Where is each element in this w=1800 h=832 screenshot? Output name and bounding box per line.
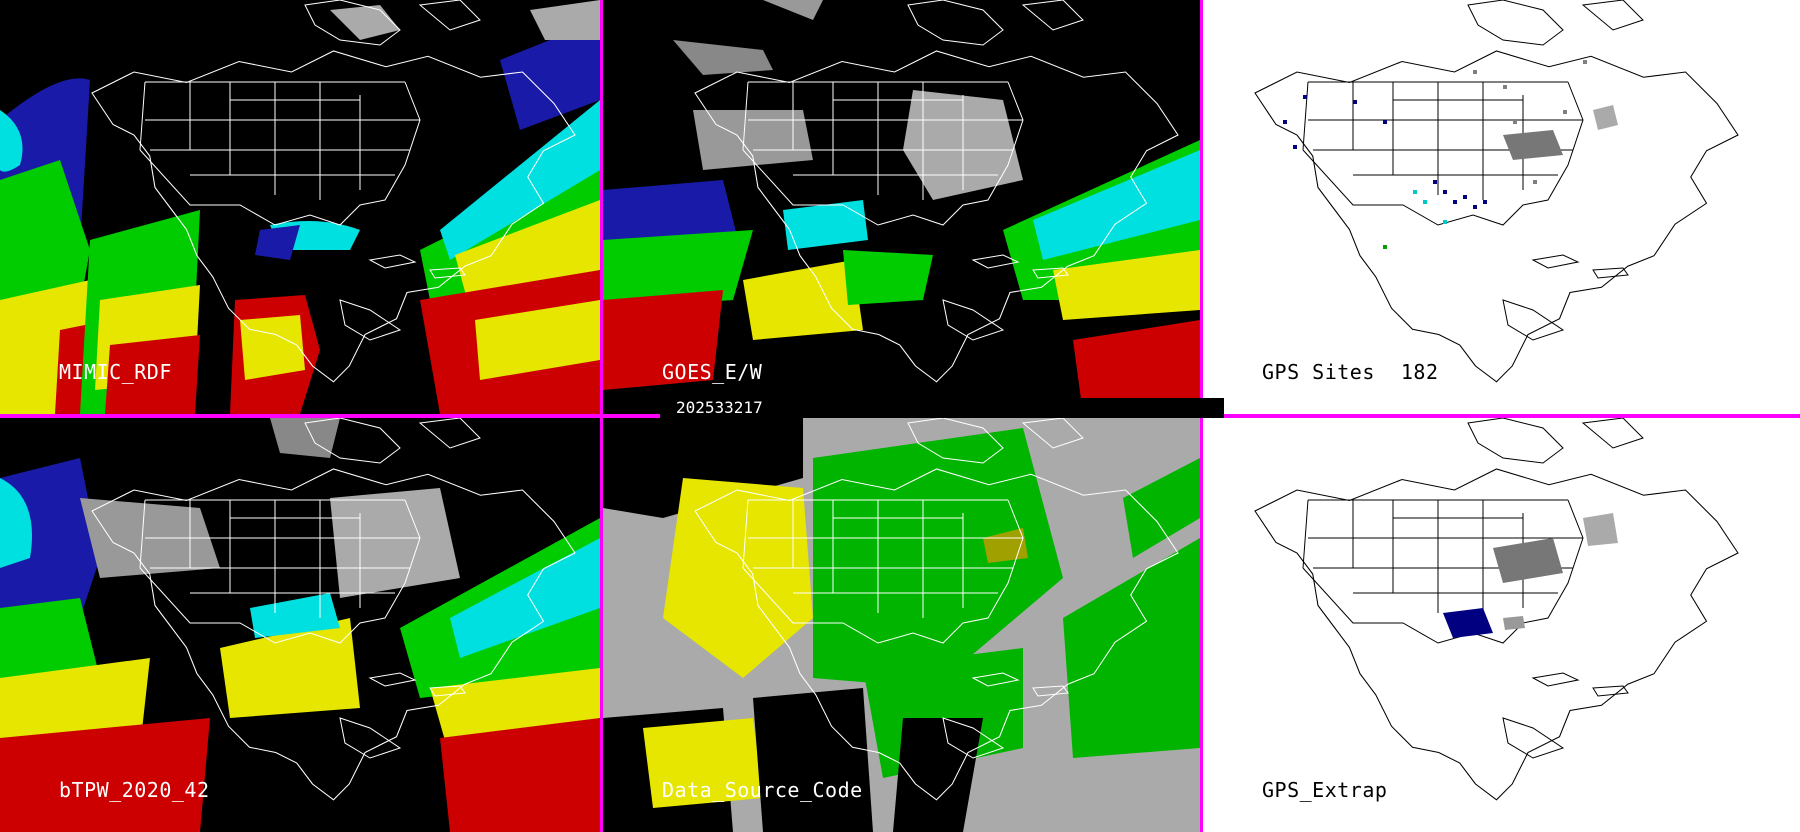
timestamp-bar: 202533217 bbox=[660, 398, 1224, 418]
panel-gps-sites: GPS Sites 182 bbox=[1203, 0, 1800, 414]
gps-site-count: 182 bbox=[1400, 360, 1439, 384]
panel-label-mimic: MIMIC_RDF bbox=[59, 360, 172, 384]
extrap-area-northeast bbox=[1583, 513, 1618, 546]
panel-gps-extrap: GPS_Extrap bbox=[1203, 418, 1800, 832]
panel-source: Data_Source_Code bbox=[603, 418, 1200, 832]
panel-label-gps-extrap: GPS_Extrap bbox=[1262, 778, 1388, 802]
panel-btpw: bTPW_2020_42 bbox=[0, 418, 600, 832]
panel-label-source: Data_Source_Code bbox=[662, 778, 863, 802]
btpw-map bbox=[0, 418, 600, 832]
panel-label-gps-sites: GPS Sites 182 bbox=[1262, 360, 1439, 384]
mimic-map bbox=[0, 0, 600, 414]
panel-label-btpw: bTPW_2020_42 bbox=[59, 778, 210, 802]
panel-mimic: MIMIC_RDF bbox=[0, 0, 600, 414]
gps-sites-label: GPS Sites bbox=[1262, 360, 1375, 384]
divider-vertical-left bbox=[600, 0, 603, 832]
gps-site-markers bbox=[1283, 60, 1618, 249]
divider-vertical-right-bottom bbox=[1200, 418, 1203, 832]
goes-map bbox=[603, 0, 1200, 414]
source-map bbox=[603, 418, 1200, 832]
panel-goes: GOES_E/W bbox=[603, 0, 1200, 414]
gps-sites-map bbox=[1254, 0, 1739, 383]
extrap-area-midwest bbox=[1493, 538, 1563, 583]
extrap-area-gulf bbox=[1443, 608, 1493, 638]
gps-extrap-map bbox=[1254, 418, 1739, 801]
extrap-area-southeast bbox=[1503, 616, 1525, 630]
panel-label-goes: GOES_E/W bbox=[662, 360, 763, 384]
divider-vertical-right bbox=[1200, 0, 1203, 414]
